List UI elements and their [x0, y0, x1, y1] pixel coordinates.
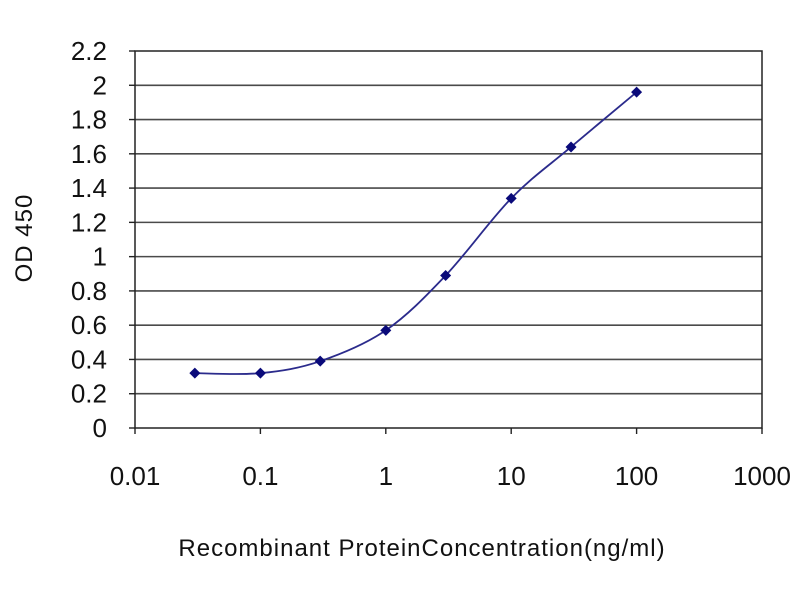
y-tick-label: 0.2	[71, 379, 107, 409]
y-tick-label: 1.4	[71, 173, 107, 203]
y-tick-label: 0	[93, 413, 107, 443]
data-point	[380, 324, 392, 336]
x-tick-label: 0.01	[110, 461, 161, 491]
y-tick-label: 0.6	[71, 310, 107, 340]
gridlines	[135, 84, 762, 395]
data-point	[505, 192, 517, 204]
x-tick-label: 100	[615, 461, 658, 491]
y-tick-label: 1.2	[71, 207, 107, 237]
y-tick-label: 0.4	[71, 344, 107, 374]
x-tick-label: 1000	[733, 461, 791, 491]
x-tick-label: 1	[379, 461, 393, 491]
y-tick-label: 2.2	[71, 36, 107, 66]
data-point	[254, 367, 266, 379]
y-axis-ticks: 0 0.2 0.4 0.6 0.8 1 1.2 1.4 1.6 1.8 2 2.2	[71, 36, 135, 443]
plot-area	[135, 51, 762, 428]
data-point	[440, 269, 452, 281]
plot-border	[134, 50, 763, 429]
x-axis-title: Recombinant ProteinConcentration(ng/ml)	[178, 535, 665, 562]
x-axis-ticks: 0.01 0.1 1 10 100 1000	[110, 428, 791, 491]
y-tick-label: 1.6	[71, 139, 107, 169]
x-tick-label: 0.1	[242, 461, 278, 491]
y-tick-label: 1.8	[71, 105, 107, 135]
data-point	[314, 355, 326, 367]
x-tick-label: 10	[497, 461, 526, 491]
series-markers	[189, 86, 643, 379]
y-tick-label: 1	[93, 242, 107, 272]
data-point	[631, 86, 643, 98]
data-point	[565, 141, 577, 153]
data-point	[189, 367, 201, 379]
y-tick-label: 0.8	[71, 276, 107, 306]
y-tick-label: 2	[93, 70, 107, 100]
y-axis-title: OD 450	[11, 194, 38, 283]
